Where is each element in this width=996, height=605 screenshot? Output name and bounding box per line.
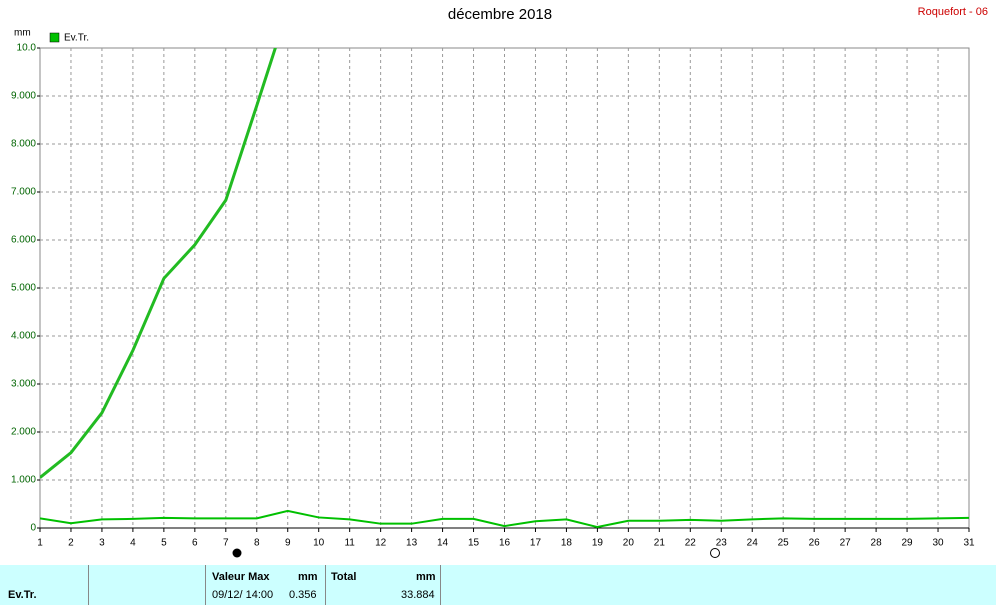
x-tick-label: 24 <box>747 538 759 549</box>
x-tick-label: 10 <box>313 538 325 549</box>
chart: décembre 2018 Roquefort - 06 mm Ev.Tr. 0… <box>11 6 988 558</box>
x-tick-label: 11 <box>344 538 355 549</box>
summary-label: Ev.Tr. <box>8 589 37 601</box>
total-label: Total <box>331 571 357 583</box>
x-tick-label: 17 <box>530 538 542 549</box>
x-tick-label: 22 <box>685 538 697 549</box>
x-tick-label: 28 <box>871 538 883 549</box>
y-tick-label: 7.000 <box>11 187 36 198</box>
x-tick-label: 23 <box>716 538 728 549</box>
x-tick-label: 8 <box>254 538 260 549</box>
x-tick-label: 4 <box>130 538 136 549</box>
y-tick-label: 0 <box>30 523 36 534</box>
x-tick-label: 2 <box>68 538 74 549</box>
max-unit: mm <box>298 571 318 583</box>
x-tick-label: 27 <box>840 538 852 549</box>
x-tick-label: 31 <box>963 538 975 549</box>
x-tick-label: 5 <box>161 538 167 549</box>
x-tick-label: 30 <box>932 538 944 549</box>
x-tick-label: 1 <box>37 538 43 549</box>
max-label: Valeur Max <box>212 571 270 583</box>
y-tick-label: 9.000 <box>11 91 36 102</box>
x-tick-label: 29 <box>902 538 914 549</box>
y-tick-label: 1.000 <box>11 475 36 486</box>
y-tick-label: 4.000 <box>11 331 36 342</box>
total-unit: mm <box>416 571 436 583</box>
x-tick-label: 18 <box>561 538 573 549</box>
data-line <box>40 48 277 479</box>
x-tick-label: 26 <box>809 538 821 549</box>
y-tick-label: 6.000 <box>11 235 36 246</box>
max-date: 09/12/ 14:00 <box>212 589 274 601</box>
legend-label: Ev.Tr. <box>64 33 89 44</box>
station: Roquefort - 06 <box>918 6 988 18</box>
data-line <box>40 509 969 528</box>
x-tick-label: 3 <box>99 538 105 549</box>
summary-panel: Ev.Tr. Valeur Max mm 09/12/ 14:00 0.356 … <box>0 565 996 605</box>
moon-full <box>232 548 242 558</box>
x-tick-label: 12 <box>375 538 387 549</box>
x-tick-label: 20 <box>623 538 635 549</box>
x-tick-label: 25 <box>778 538 790 549</box>
x-tick-label: 7 <box>223 538 229 549</box>
separator <box>205 565 206 605</box>
y-tick-label: 5.000 <box>11 283 36 294</box>
x-tick-label: 15 <box>468 538 480 549</box>
y-tick-label: 8.000 <box>11 139 36 150</box>
max-value: 0.356 <box>289 589 317 601</box>
separator <box>325 565 326 605</box>
x-tick-label: 21 <box>654 538 666 549</box>
x-tick-label: 6 <box>192 538 198 549</box>
x-tick-label: 19 <box>592 538 604 549</box>
x-tick-label: 14 <box>437 538 449 549</box>
y-tick-label: 2.000 <box>11 427 36 438</box>
x-tick-label: 9 <box>285 538 291 549</box>
moon-new <box>710 548 720 558</box>
y-unit: mm <box>14 28 31 39</box>
total-value: 33.884 <box>401 589 435 601</box>
y-tick-label: 10.0 <box>17 43 37 54</box>
separator <box>440 565 441 605</box>
y-tick-label: 3.000 <box>11 379 36 390</box>
x-tick-label: 13 <box>406 538 418 549</box>
x-tick-label: 16 <box>499 538 511 549</box>
separator <box>88 565 89 605</box>
legend-swatch <box>49 32 60 43</box>
chart-title: décembre 2018 <box>448 6 552 23</box>
